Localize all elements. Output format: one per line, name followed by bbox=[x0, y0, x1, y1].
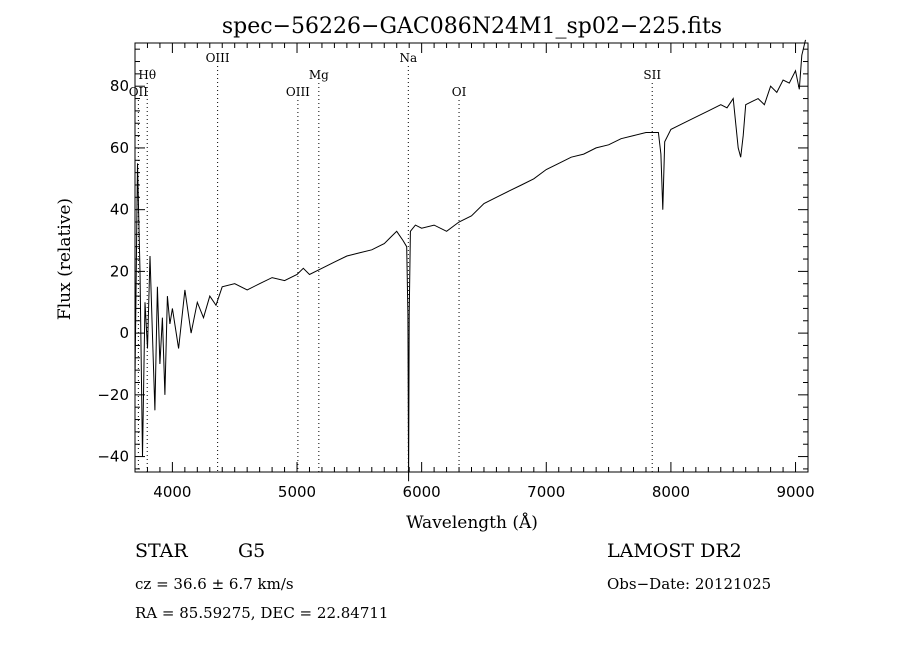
observation-date: Obs−Date: 20121025 bbox=[607, 575, 772, 593]
x-tick-label-2: 6000 bbox=[403, 483, 441, 501]
spectrum-series bbox=[134, 39, 806, 482]
y-tick-label-3: 20 bbox=[110, 262, 129, 280]
y-tick-label-0: −40 bbox=[97, 448, 129, 466]
object-class: STAR bbox=[135, 540, 188, 562]
x-tick-label-5: 9000 bbox=[776, 483, 814, 501]
y-tick-label-1: −20 bbox=[97, 386, 129, 404]
plot-frame bbox=[134, 42, 809, 473]
x-axis-label: Wavelength (Å) bbox=[406, 512, 538, 533]
line-label-7: SII bbox=[643, 68, 661, 82]
y-tick-label-2: 0 bbox=[119, 324, 129, 342]
y-tick-label-6: 80 bbox=[110, 77, 129, 95]
line-label-5: Na bbox=[399, 51, 417, 65]
survey-name: LAMOST DR2 bbox=[607, 540, 742, 562]
coordinates: RA = 85.59275, DEC = 22.84711 bbox=[135, 604, 389, 622]
spectrum-line-0 bbox=[134, 39, 806, 482]
y-tick-label-4: 40 bbox=[110, 201, 129, 219]
chart-title: spec−56226−GAC086N24M1_sp02−225.fits bbox=[222, 14, 722, 39]
x-tick-label-0: 4000 bbox=[153, 483, 191, 501]
line-label-6: OI bbox=[452, 85, 467, 99]
line-label-3: OIII bbox=[286, 85, 310, 99]
redshift-velocity: cz = 36.6 ± 6.7 km/s bbox=[135, 575, 294, 593]
x-tick-label-4: 8000 bbox=[652, 483, 690, 501]
plot-axes: 4000 5000 6000 7000 8000 9000 −40 −20 0 20 40 60 80 bbox=[97, 42, 815, 501]
x-tick-label-1: 5000 bbox=[278, 483, 316, 501]
line-label-2: OIII bbox=[206, 51, 230, 65]
object-subclass: G5 bbox=[238, 540, 266, 562]
x-tick-label-3: 7000 bbox=[527, 483, 565, 501]
line-label-1: OII bbox=[129, 85, 149, 99]
y-axis-label: Flux (relative) bbox=[55, 198, 75, 320]
y-tick-label-5: 60 bbox=[110, 139, 129, 157]
emission-line-markers: Hθ OII OIII OIII Mg Na OI SII bbox=[129, 51, 661, 472]
line-label-4: Mg bbox=[309, 68, 329, 82]
line-label-0: Hθ bbox=[138, 68, 156, 82]
